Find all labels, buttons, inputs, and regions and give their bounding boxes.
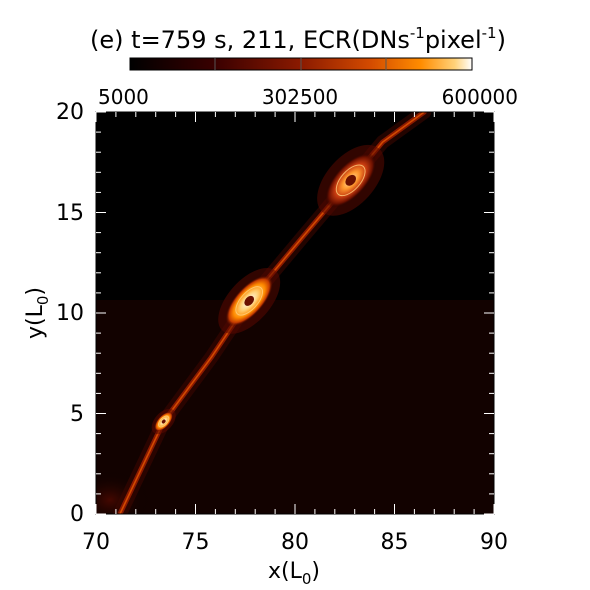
plasmoids [151,144,385,435]
y-tick-label: 10 [56,301,84,326]
x-tick-label: 90 [480,530,508,555]
plasmoid-middle [218,268,281,334]
x-tick-label: 80 [281,530,309,555]
x-tick-label: 70 [82,530,110,555]
y-axis-label: y(L0) [23,287,52,339]
heatmap-image [96,112,494,514]
colorbar-tick-mid: 302500 [262,85,338,109]
x-axis-ticks [95,112,495,514]
plasmoid-lower [151,408,176,435]
y-tick-label: 0 [70,502,84,527]
plasmoid-upper-ring [335,164,366,197]
plasmoid-lower-ring [158,415,170,428]
y-tick-label: 5 [70,402,84,427]
x-tick-label: 75 [182,530,210,555]
plasmoid-lower-core [161,419,166,424]
chart-title: (e) t=759 s, 211, ECR(DNs-1pixel-1) [90,24,506,54]
colorbar-tick-min: 5000 [98,85,149,109]
y-tick-label: 15 [56,201,84,226]
plasmoid-middle-ring [235,286,264,316]
colorbar-ticks [214,58,387,70]
plasmoid-middle-core [244,295,255,306]
y-tick-label: 20 [56,100,84,125]
y-axis-ticks [96,111,494,515]
x-axis-label: x(L0) [268,559,320,588]
x-tick-label: 85 [381,530,409,555]
plasmoid-upper-core [345,174,356,186]
colorbar-tick-max: 600000 [442,85,518,109]
plasmoid-upper [317,144,385,216]
